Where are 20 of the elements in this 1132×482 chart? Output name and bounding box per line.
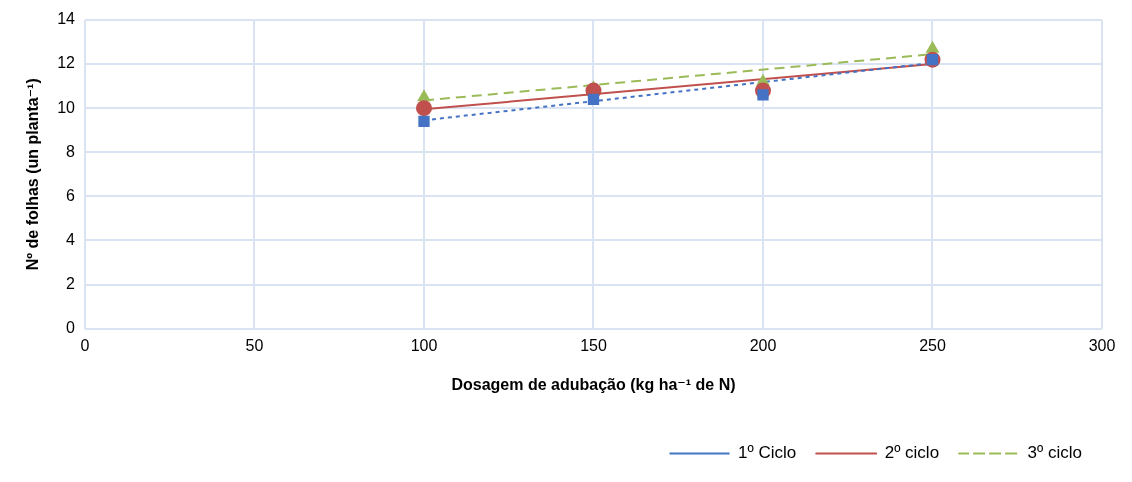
x-tick-label: 50 [245, 336, 264, 354]
x-tick-label: 300 [1088, 336, 1116, 354]
y-tick-label: 10 [57, 98, 76, 116]
y-tick-label: 14 [57, 10, 76, 28]
y-tick-label: 6 [66, 186, 76, 204]
legend-label: 3º ciclo [1027, 443, 1083, 463]
y-axis-title: Nº de folhas (un planta⁻¹) [24, 78, 42, 271]
y-tick-label: 4 [66, 230, 76, 248]
x-tick-label: 0 [80, 336, 90, 354]
legend-label: 2º ciclo [884, 443, 940, 463]
x-tick-label: 200 [749, 336, 777, 354]
y-tick-label: 8 [66, 142, 76, 160]
y-tick-label: 0 [66, 319, 76, 337]
y-tick-label: 2 [66, 274, 76, 292]
legend-label: 1º Ciclo [738, 443, 797, 463]
x-tick-label: 100 [410, 336, 438, 354]
x-tick-label: 150 [580, 336, 607, 354]
x-tick-label: 250 [919, 336, 946, 354]
y-tick-label: 12 [57, 54, 76, 72]
x-axis-title: Dosagem de adubação (kg ha⁻¹ de N) [451, 375, 736, 393]
